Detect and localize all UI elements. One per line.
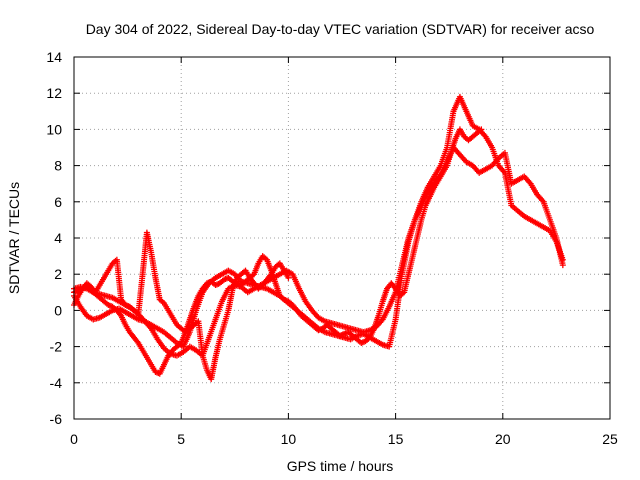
y-tick-label: -6	[50, 411, 63, 427]
series-track-4	[71, 229, 292, 383]
y-tick-labels: -6 -4 -2 0 2 4 6 8 10 12 14	[46, 49, 62, 427]
data-marks	[71, 93, 566, 383]
y-axis-title: SDTVAR / TECUs	[6, 182, 22, 294]
plot-frame	[73, 56, 611, 420]
y-tick-label: -2	[50, 339, 63, 355]
y-tick-label: 6	[54, 194, 62, 210]
x-tick-label: 5	[177, 431, 185, 447]
y-tick-label: 10	[46, 121, 62, 137]
y-tick-label: -4	[50, 375, 63, 391]
x-tick-label: 0	[70, 431, 78, 447]
data-point	[559, 262, 566, 269]
y-tick-label: 14	[46, 49, 62, 65]
x-tick-labels: 0 5 10 15 20 25	[70, 431, 618, 447]
y-tick-label: 4	[54, 230, 62, 246]
y-tick-label: 8	[54, 158, 62, 174]
data-point	[285, 274, 292, 281]
y-tick-label: 12	[46, 85, 62, 101]
x-tick-label: 10	[281, 431, 297, 447]
data-point	[559, 256, 566, 263]
y-tick-label: 0	[54, 302, 62, 318]
x-tick-label: 20	[495, 431, 511, 447]
grid-lines	[74, 57, 610, 419]
x-tick-label: 25	[602, 431, 618, 447]
x-axis-title: GPS time / hours	[287, 458, 394, 474]
y-tick-label: 2	[54, 266, 62, 282]
chart-title: Day 304 of 2022, Sidereal Day-to-day VTE…	[86, 21, 595, 37]
series-track-2	[71, 144, 566, 359]
series-track-3	[71, 93, 566, 350]
x-tick-label: 15	[388, 431, 404, 447]
